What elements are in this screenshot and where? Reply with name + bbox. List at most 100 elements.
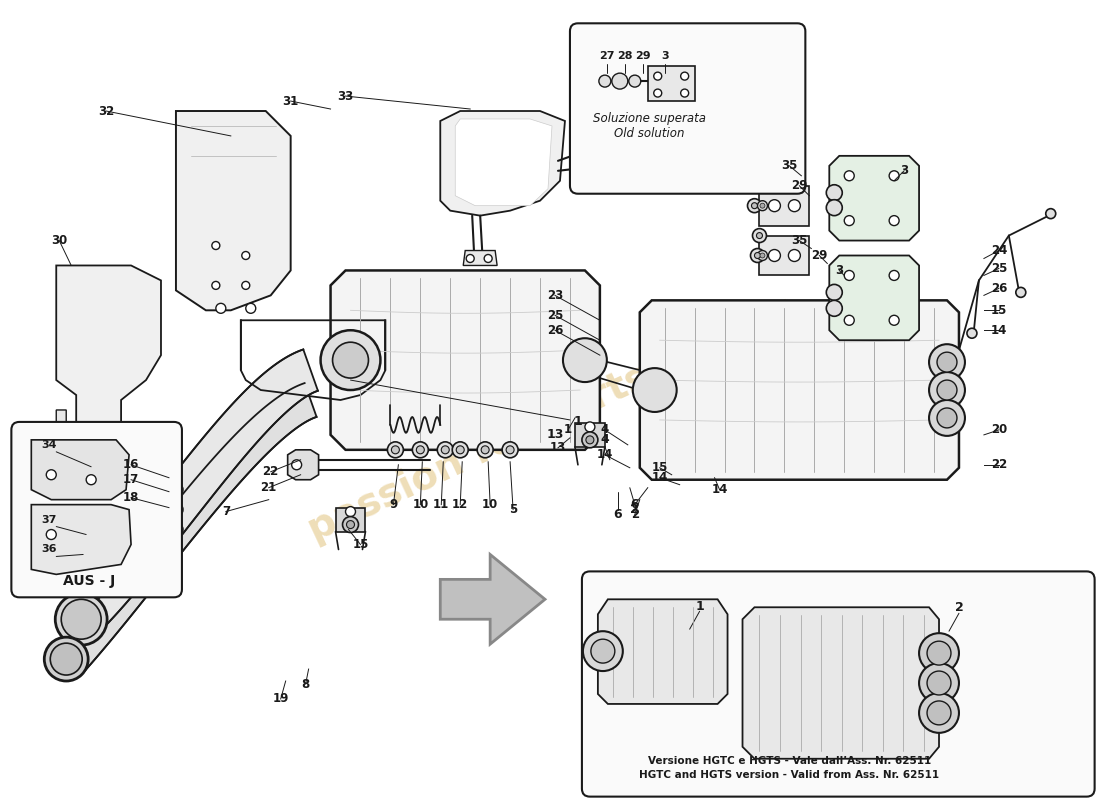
Text: 4: 4 [601, 434, 609, 446]
Text: 3: 3 [835, 264, 844, 277]
Circle shape [927, 641, 952, 665]
Circle shape [789, 250, 801, 262]
Text: 15: 15 [352, 538, 368, 551]
Circle shape [757, 233, 762, 238]
Text: 28: 28 [617, 51, 632, 61]
Circle shape [416, 446, 425, 454]
Text: 18: 18 [123, 491, 140, 504]
Circle shape [750, 249, 764, 262]
Circle shape [173, 486, 179, 493]
Text: 14: 14 [712, 483, 728, 496]
Text: Versione HGTC e HGTS - Vale dall’Ass. Nr. 62511: Versione HGTC e HGTS - Vale dall’Ass. Nr… [648, 756, 931, 766]
Circle shape [769, 250, 780, 262]
Text: 29: 29 [791, 179, 807, 192]
Text: 37: 37 [42, 514, 57, 525]
Text: 10: 10 [412, 498, 429, 511]
Circle shape [845, 315, 855, 326]
Text: 22: 22 [991, 458, 1006, 471]
Polygon shape [176, 111, 290, 310]
Polygon shape [648, 66, 694, 101]
Polygon shape [575, 423, 605, 447]
Circle shape [44, 637, 88, 681]
Polygon shape [640, 300, 959, 480]
Circle shape [97, 451, 106, 458]
Text: 36: 36 [42, 545, 57, 554]
Circle shape [927, 701, 952, 725]
Text: 14: 14 [991, 324, 1008, 337]
Text: 2: 2 [630, 503, 639, 516]
Circle shape [245, 303, 255, 314]
Text: 29: 29 [635, 51, 650, 61]
Circle shape [930, 372, 965, 408]
Text: 6: 6 [614, 508, 623, 521]
Text: 30: 30 [51, 234, 67, 247]
Circle shape [937, 408, 957, 428]
Polygon shape [759, 186, 810, 226]
Circle shape [889, 216, 899, 226]
Circle shape [82, 426, 90, 434]
Circle shape [681, 72, 689, 80]
Text: passion for parts supply: passion for parts supply [301, 290, 799, 550]
Text: 1: 1 [695, 600, 704, 613]
Circle shape [653, 72, 662, 80]
Circle shape [86, 474, 96, 485]
Circle shape [583, 631, 623, 671]
Text: 7: 7 [222, 505, 230, 518]
Text: 23: 23 [547, 289, 563, 302]
Polygon shape [440, 554, 544, 644]
Circle shape [826, 285, 843, 300]
Circle shape [1046, 209, 1056, 218]
Text: Soluzione superata
Old solution: Soluzione superata Old solution [593, 112, 706, 140]
Text: 17: 17 [123, 474, 140, 486]
Text: 26: 26 [991, 282, 1008, 295]
Polygon shape [56, 266, 161, 460]
Circle shape [748, 198, 761, 213]
Circle shape [438, 442, 453, 458]
Text: 6: 6 [630, 498, 639, 511]
Text: 3: 3 [661, 51, 669, 61]
Text: 34: 34 [42, 440, 57, 450]
Circle shape [632, 368, 676, 412]
Text: 15: 15 [991, 304, 1008, 317]
Circle shape [46, 470, 56, 480]
Circle shape [242, 282, 250, 290]
Circle shape [681, 89, 689, 97]
Text: 1: 1 [573, 415, 582, 429]
Polygon shape [759, 235, 810, 275]
Text: 25: 25 [991, 262, 1008, 275]
Circle shape [456, 446, 464, 454]
Circle shape [930, 344, 965, 380]
Circle shape [484, 254, 492, 262]
Circle shape [563, 338, 607, 382]
Circle shape [937, 352, 957, 372]
Circle shape [758, 201, 768, 210]
Text: 21: 21 [261, 481, 277, 494]
Text: 35: 35 [781, 159, 798, 172]
Polygon shape [331, 270, 600, 450]
Circle shape [845, 170, 855, 181]
Text: 12: 12 [452, 498, 469, 511]
Polygon shape [66, 350, 318, 634]
Text: 15: 15 [651, 462, 668, 474]
Circle shape [292, 460, 301, 470]
Circle shape [629, 75, 641, 87]
Text: 13: 13 [547, 428, 563, 442]
Circle shape [591, 639, 615, 663]
Polygon shape [463, 250, 497, 266]
Circle shape [169, 502, 183, 517]
Text: 22: 22 [263, 466, 278, 478]
Circle shape [169, 522, 183, 537]
Circle shape [752, 229, 767, 242]
Text: 5: 5 [509, 503, 517, 516]
Circle shape [582, 432, 598, 448]
Text: 3: 3 [900, 164, 909, 178]
Text: 8: 8 [301, 678, 310, 690]
Circle shape [920, 693, 959, 733]
Circle shape [751, 202, 758, 209]
Circle shape [1015, 287, 1026, 298]
FancyBboxPatch shape [11, 422, 182, 598]
Polygon shape [440, 111, 565, 216]
Circle shape [212, 282, 220, 290]
Circle shape [387, 442, 404, 458]
Text: 19: 19 [273, 693, 289, 706]
